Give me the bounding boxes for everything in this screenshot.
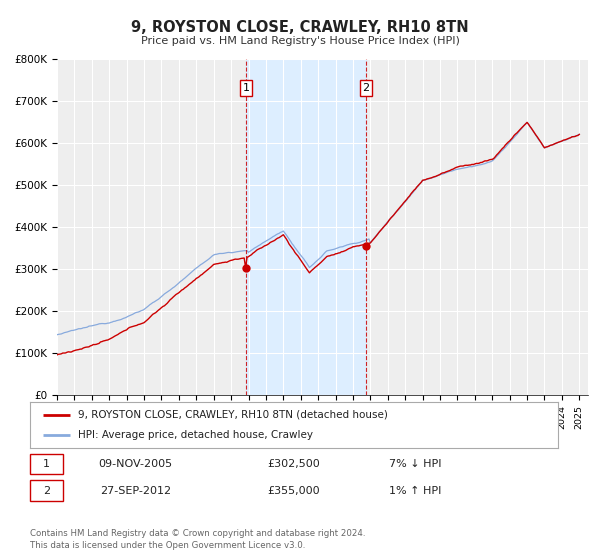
Text: 27-SEP-2012: 27-SEP-2012 [100, 486, 171, 496]
FancyBboxPatch shape [30, 454, 63, 474]
Text: 9, ROYSTON CLOSE, CRAWLEY, RH10 8TN: 9, ROYSTON CLOSE, CRAWLEY, RH10 8TN [131, 20, 469, 35]
Text: 09-NOV-2005: 09-NOV-2005 [98, 459, 173, 469]
Text: 9, ROYSTON CLOSE, CRAWLEY, RH10 8TN (detached house): 9, ROYSTON CLOSE, CRAWLEY, RH10 8TN (det… [77, 410, 388, 420]
FancyBboxPatch shape [30, 480, 63, 501]
Text: 1: 1 [43, 459, 50, 469]
Text: £302,500: £302,500 [268, 459, 320, 469]
Text: Contains HM Land Registry data © Crown copyright and database right 2024.
This d: Contains HM Land Registry data © Crown c… [30, 529, 365, 550]
Text: £355,000: £355,000 [268, 486, 320, 496]
Text: Price paid vs. HM Land Registry's House Price Index (HPI): Price paid vs. HM Land Registry's House … [140, 36, 460, 46]
Text: 1: 1 [242, 83, 250, 93]
Text: 2: 2 [362, 83, 370, 93]
Text: HPI: Average price, detached house, Crawley: HPI: Average price, detached house, Craw… [77, 430, 313, 440]
Text: 1% ↑ HPI: 1% ↑ HPI [389, 486, 442, 496]
Text: 7% ↓ HPI: 7% ↓ HPI [389, 459, 442, 469]
Bar [246, 59, 366, 395]
Text: 2: 2 [43, 486, 50, 496]
